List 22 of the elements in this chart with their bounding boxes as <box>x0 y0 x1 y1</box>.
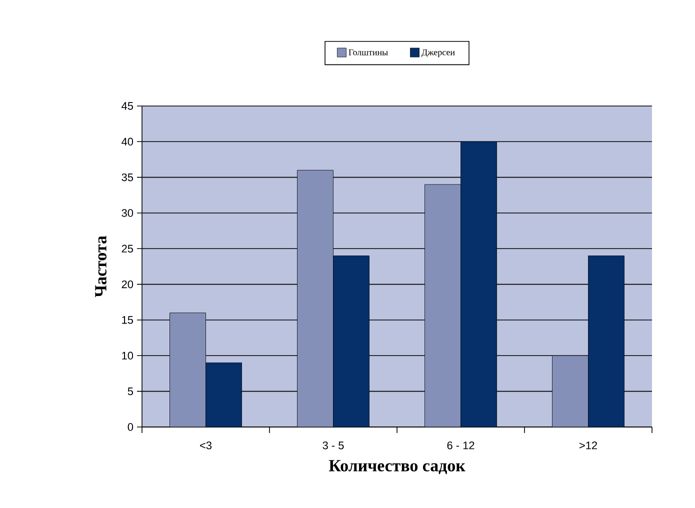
y-tick-label: 15 <box>122 316 134 324</box>
y-axis-title: Частота <box>95 236 106 298</box>
y-tick-label: 20 <box>122 280 134 288</box>
x-tick-label: 3 - 5 <box>322 442 344 450</box>
y-tick-label: 45 <box>122 102 134 110</box>
y-tick-label: 35 <box>122 173 134 182</box>
legend-label: Голштины <box>348 49 388 56</box>
x-axis-title: Количество садок <box>328 460 466 474</box>
y-tick-label: 0 <box>128 423 134 431</box>
legend-label: Джерсеи <box>422 49 455 58</box>
x-tick-label: 6 - 12 <box>447 442 474 450</box>
bar <box>297 170 334 427</box>
y-tick-label: 40 <box>122 138 134 146</box>
x-tick-label: <3 <box>200 442 212 450</box>
y-tick-label: 5 <box>128 388 134 396</box>
x-tick-label: >12 <box>580 442 597 450</box>
y-tick-label: 25 <box>122 244 134 253</box>
bar <box>552 355 588 427</box>
y-tick-label: 30 <box>122 209 134 217</box>
bar <box>424 184 461 427</box>
bar <box>170 312 206 427</box>
y-tick-label: 10 <box>122 352 134 360</box>
